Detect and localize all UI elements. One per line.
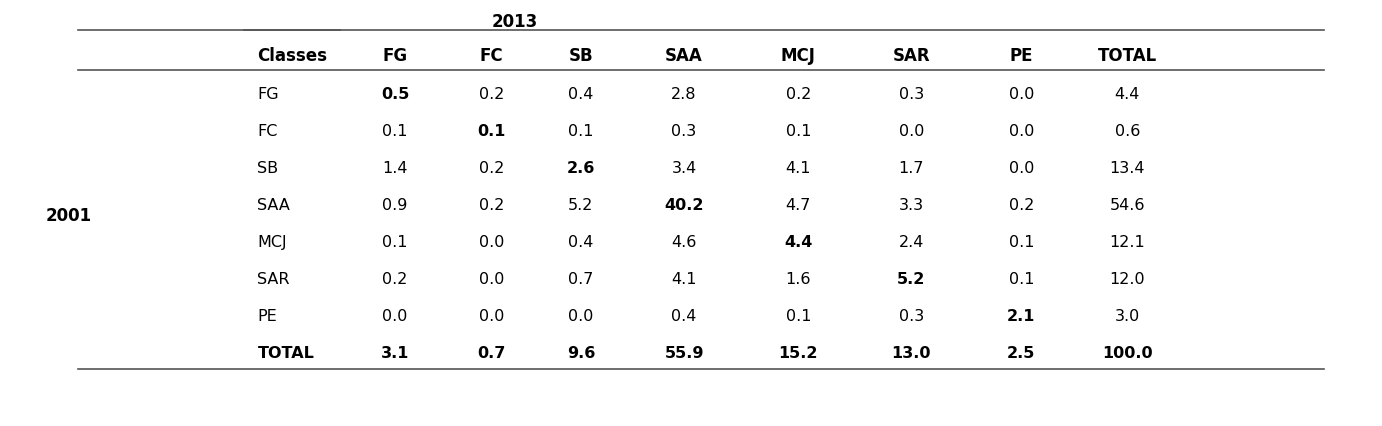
Text: 5.2: 5.2: [568, 198, 594, 213]
Text: 0.0: 0.0: [478, 272, 504, 287]
Text: 4.7: 4.7: [786, 198, 811, 213]
Text: 0.1: 0.1: [785, 124, 811, 139]
Text: 0.1: 0.1: [383, 124, 408, 139]
Text: 100.0: 100.0: [1101, 346, 1153, 361]
Text: 4.1: 4.1: [672, 272, 697, 287]
Text: 5.2: 5.2: [897, 272, 926, 287]
Text: 1.7: 1.7: [898, 161, 925, 176]
Text: 0.4: 0.4: [672, 309, 697, 324]
Text: 40.2: 40.2: [665, 198, 703, 213]
Text: 3.0: 3.0: [1115, 309, 1140, 324]
Text: 0.0: 0.0: [898, 124, 925, 139]
Text: FG: FG: [383, 47, 408, 65]
Text: 2.1: 2.1: [1007, 309, 1035, 324]
Text: 2.8: 2.8: [672, 87, 697, 102]
Text: 13.0: 13.0: [891, 346, 931, 361]
Text: 55.9: 55.9: [665, 346, 703, 361]
Text: TOTAL: TOTAL: [257, 346, 314, 361]
Text: 0.0: 0.0: [478, 309, 504, 324]
Text: 0.0: 0.0: [1009, 161, 1034, 176]
Text: 0.1: 0.1: [383, 235, 408, 250]
Text: 15.2: 15.2: [778, 346, 818, 361]
Text: 0.0: 0.0: [568, 309, 594, 324]
Text: TOTAL: TOTAL: [1097, 47, 1157, 65]
Text: 0.4: 0.4: [568, 235, 594, 250]
Text: 12.0: 12.0: [1110, 272, 1146, 287]
Text: SAA: SAA: [665, 47, 703, 65]
Text: 0.7: 0.7: [477, 346, 506, 361]
Text: 2.4: 2.4: [898, 235, 925, 250]
Text: 0.2: 0.2: [478, 161, 504, 176]
Text: MCJ: MCJ: [781, 47, 815, 65]
Text: 3.3: 3.3: [898, 198, 923, 213]
Text: 4.1: 4.1: [785, 161, 811, 176]
Text: 2013: 2013: [492, 13, 538, 31]
Text: 0.1: 0.1: [1009, 272, 1034, 287]
Text: 2001: 2001: [46, 207, 93, 225]
Text: 13.4: 13.4: [1110, 161, 1146, 176]
Text: 4.4: 4.4: [784, 235, 813, 250]
Text: 0.2: 0.2: [478, 87, 504, 102]
Text: 0.3: 0.3: [898, 87, 923, 102]
Text: SB: SB: [257, 161, 279, 176]
Text: 4.4: 4.4: [1115, 87, 1140, 102]
Text: 0.3: 0.3: [898, 309, 923, 324]
Text: 0.2: 0.2: [786, 87, 811, 102]
Text: 1.6: 1.6: [785, 272, 811, 287]
Text: FC: FC: [257, 124, 278, 139]
Text: 0.6: 0.6: [1115, 124, 1140, 139]
Text: SAA: SAA: [257, 198, 290, 213]
Text: 0.4: 0.4: [568, 87, 594, 102]
Text: 0.0: 0.0: [1009, 124, 1034, 139]
Text: 12.1: 12.1: [1110, 235, 1146, 250]
Text: 0.2: 0.2: [383, 272, 408, 287]
Text: 0.1: 0.1: [568, 124, 594, 139]
Text: 0.1: 0.1: [477, 124, 506, 139]
Text: FG: FG: [257, 87, 279, 102]
Text: 0.0: 0.0: [383, 309, 408, 324]
Text: PE: PE: [1010, 47, 1034, 65]
Text: PE: PE: [257, 309, 278, 324]
Text: 0.7: 0.7: [568, 272, 594, 287]
Text: 0.1: 0.1: [1009, 235, 1034, 250]
Text: Classes: Classes: [257, 47, 328, 65]
Text: 0.3: 0.3: [672, 124, 697, 139]
Text: 0.0: 0.0: [1009, 87, 1034, 102]
Text: 0.2: 0.2: [478, 198, 504, 213]
Text: 2.6: 2.6: [567, 161, 596, 176]
Text: 9.6: 9.6: [567, 346, 596, 361]
Text: 4.6: 4.6: [672, 235, 697, 250]
Text: 0.5: 0.5: [381, 87, 409, 102]
Text: 0.9: 0.9: [383, 198, 408, 213]
Text: 1.4: 1.4: [383, 161, 408, 176]
Text: SB: SB: [568, 47, 593, 65]
Text: 3.4: 3.4: [672, 161, 697, 176]
Text: 0.1: 0.1: [785, 309, 811, 324]
Text: 0.2: 0.2: [1009, 198, 1034, 213]
Text: 3.1: 3.1: [381, 346, 409, 361]
Text: 2.5: 2.5: [1007, 346, 1035, 361]
Text: 54.6: 54.6: [1110, 198, 1146, 213]
Text: 0.0: 0.0: [478, 235, 504, 250]
Text: FC: FC: [480, 47, 503, 65]
Text: SAR: SAR: [893, 47, 930, 65]
Text: MCJ: MCJ: [257, 235, 287, 250]
Text: SAR: SAR: [257, 272, 290, 287]
